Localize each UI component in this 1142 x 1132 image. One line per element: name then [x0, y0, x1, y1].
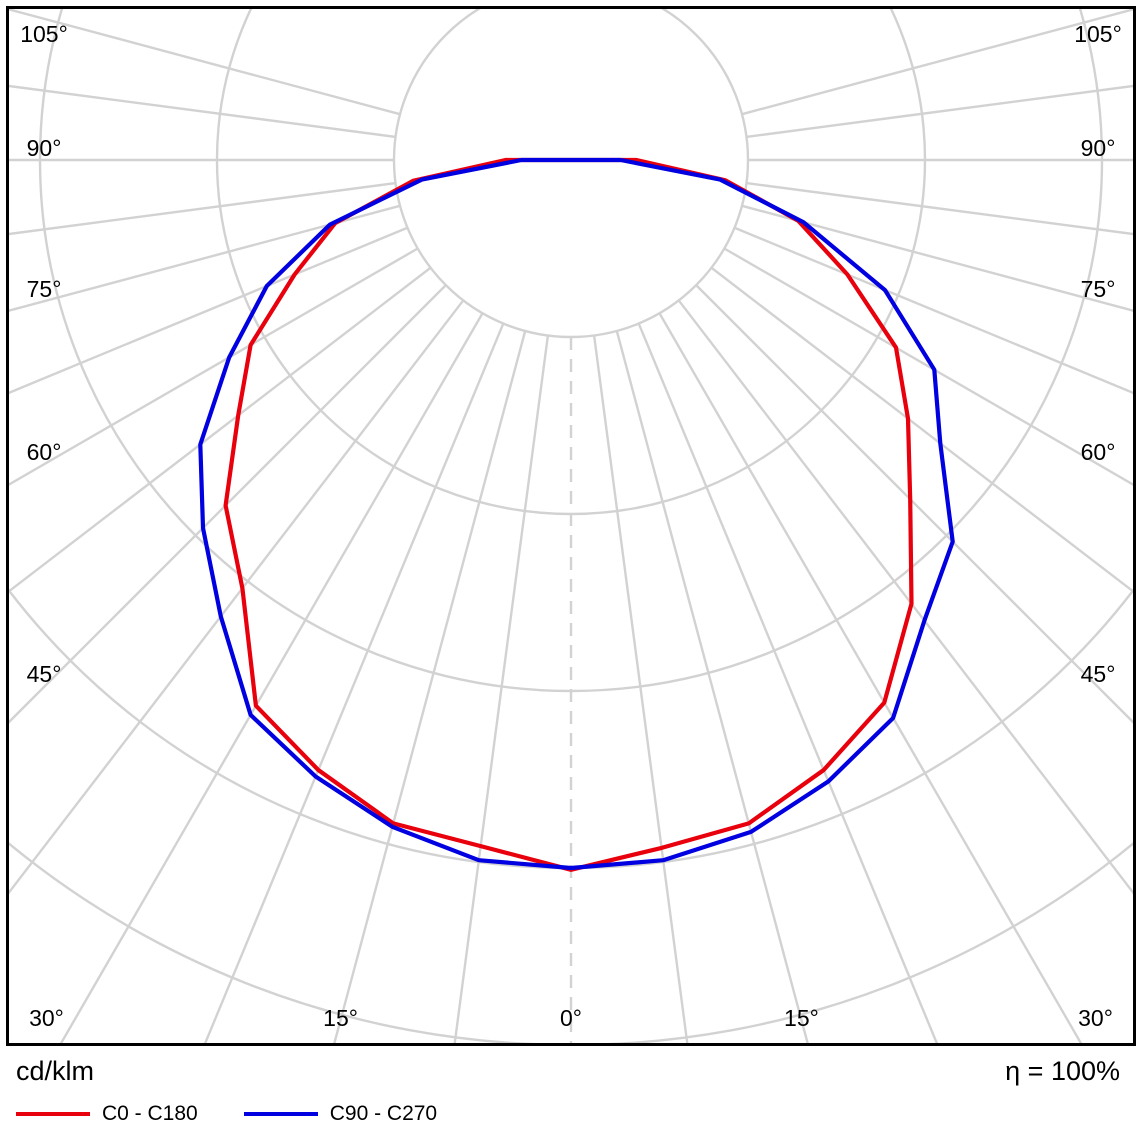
legend-entries: C0 - C180 C90 - C270 — [16, 1102, 437, 1126]
legend-label-c0-c180: C0 - C180 — [102, 1102, 198, 1125]
angle-label-bottom: 15° — [784, 1005, 819, 1031]
legend: cd/klm η = 100% C0 - C180 C90 - C270 — [0, 1050, 1142, 1132]
angle-label-bottom: 15° — [323, 1005, 358, 1031]
angle-label-right: 75° — [1081, 276, 1116, 302]
legend-label-c90-c270: C90 - C270 — [329, 1102, 438, 1125]
legend-line-c0-c180-swatch — [16, 1112, 90, 1116]
legend-top-row: cd/klm η = 100% — [16, 1056, 1120, 1087]
angle-label-left: 45° — [27, 661, 62, 687]
angle-label-left: 105° — [20, 21, 68, 47]
units-label: cd/klm — [16, 1056, 95, 1086]
efficiency-label: η = 100% — [1005, 1056, 1120, 1086]
legend-line-c90-c270-swatch — [243, 1112, 318, 1116]
angle-label-right: 45° — [1081, 661, 1116, 687]
polar-chart: 105° 105° 90° 90° 75° 75° 60° 60° 45° 45° 30° 15° 0°… — [6, 6, 1136, 1046]
angle-label-bottom: 0° — [560, 1005, 582, 1031]
angle-label-right: 90° — [1081, 135, 1116, 161]
angle-label-left: 90° — [27, 135, 62, 161]
plot-border — [6, 6, 1136, 1046]
plot-area — [9, 9, 1133, 1044]
angle-label-bottom: 30° — [1078, 1005, 1113, 1031]
angle-label-right: 105° — [1074, 21, 1122, 47]
angle-label-right: 60° — [1081, 439, 1116, 465]
grid-rays — [9, 9, 1133, 1044]
curve-c90-c270 — [198, 157, 955, 871]
angle-label-left: 60° — [27, 439, 62, 465]
angle-label-left: 75° — [27, 276, 62, 302]
angle-label-bottom: 30° — [29, 1005, 64, 1031]
angle-labels: 105° 105° 90° 90° 75° 75° 60° 60° 45° 45° 30° 15° 0°… — [20, 21, 1122, 1031]
